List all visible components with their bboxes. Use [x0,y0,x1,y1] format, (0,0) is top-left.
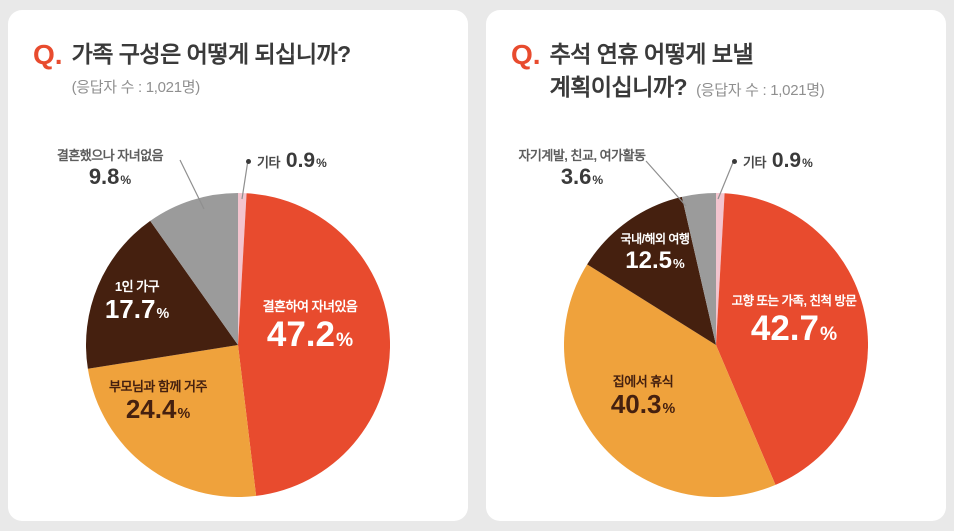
slice-value: 0.9% [772,149,813,173]
percent-sign: % [335,330,354,351]
slice-value: 12.5% [621,247,690,275]
slice-name: 고향 또는 가족, 친척 방문 [731,294,857,308]
slice-name: 기타 [257,155,280,170]
family-composition-chart-card: Q. 가족 구성은 어떻게 되십니까? (응답자 수 : 1,021명) 결혼했… [8,10,468,521]
slice-value-number: 12.5 [625,247,672,274]
chuseok-plans-chart-card: Q. 추석 연휴 어떻게 보낼 계획이십니까? (응답자 수 : 1,021명)… [486,10,946,521]
slice-callout-etc: 기타 0.9% [732,149,813,173]
slice-name: 집에서 휴식 [612,374,674,389]
percent-sign: % [802,156,813,170]
slice-value-number: 24.4 [125,394,177,424]
slice-value-number: 9.8 [88,164,120,189]
slice-value: 0.9% [286,149,327,173]
percent-sign: % [156,306,170,322]
slice-label-domestic-overseas-travel: 국내/해외 여행 12.5% [621,230,690,275]
slice-label-visit-hometown-family: 고향 또는 가족, 친척 방문 42.7% [732,290,857,349]
pie-slice-married-no-children [150,193,238,345]
slice-name: 1인 가구 [114,279,160,294]
q-prefix: Q. [511,39,541,70]
slice-value-number: 0.9 [771,149,802,172]
pie-slice-rest-at-home [564,264,776,497]
respondents-note: (응답자 수 : 1,021명) [696,82,825,99]
slice-name: 자기계발, 친교, 여가활동 [518,148,646,163]
percent-sign: % [177,406,191,422]
slice-value-number: 47.2 [266,315,335,354]
slice-label-married-with-children: 결혼하여 자녀있음 47.2% [263,296,358,355]
percent-sign: % [316,156,327,170]
pie-slice-etc [716,193,725,345]
pie-slice-domestic-overseas-travel [587,196,716,345]
slice-callout-married-no-children: 결혼했으나 자녀없음 9.8% [56,145,164,189]
pie-slice-visit-hometown-family-relatives [716,193,868,485]
slice-callout-self-development: 자기계발, 친교, 여가활동 3.6% [518,145,646,189]
callout-dot-icon [732,158,737,164]
slice-label-rest-at-home: 집에서 휴식 40.3% [611,371,675,420]
chart-header: Q. 가족 구성은 어떻게 되십니까? (응답자 수 : 1,021명) [33,38,351,104]
percent-sign: % [662,401,676,417]
pie-slice-single-person-household [86,220,238,369]
slice-value: 40.3% [610,389,676,420]
slice-value: 42.7% [732,309,857,349]
pie-slice-married-with-children [238,193,390,496]
percent-sign: % [120,173,132,187]
slice-value-number: 3.6 [560,164,592,189]
title-block: 추석 연휴 어떻게 보낼 계획이십니까? (응답자 수 : 1,021명) [550,38,825,107]
slice-value: 24.4% [109,394,207,425]
slice-name: 결혼하여 자녀있음 [262,299,358,314]
pie-slice-living-with-parents [87,345,257,497]
slice-callout-etc: 기타 0.9% [246,149,327,173]
slice-name: 결혼했으나 자녀없음 [56,148,164,163]
pie-slice-self-development-social-leisure [681,193,716,345]
callout-dot-icon [246,158,251,164]
slice-name: 국내/해외 여행 [620,232,690,246]
respondents-note: (응답자 수 : 1,021명) [71,79,201,96]
slice-value-number: 0.9 [285,149,316,172]
slice-value-number: 40.3 [610,389,662,419]
slice-label-single-person-household: 1인 가구 17.7% [105,276,169,325]
pie-chart-family-composition [86,193,390,497]
slice-value-number: 42.7 [750,309,819,348]
q-prefix: Q. [33,39,63,70]
chart-title-line2: 계획이십니까? [549,74,688,100]
slice-value: 47.2% [263,315,358,355]
title-block: 가족 구성은 어떻게 되십니까? (응답자 수 : 1,021명) [71,38,352,104]
slice-name: 부모님과 함께 거주 [109,379,207,394]
chart-title-line1: 추석 연휴 어떻게 보낼 [549,41,754,67]
percent-sign: % [672,256,685,271]
chart-title-line1: 가족 구성은 어떻게 되십니까? [71,41,352,67]
title-row2: (응답자 수 : 1,021명) [72,71,351,104]
slice-value: 9.8% [57,164,163,189]
chart-header: Q. 추석 연휴 어떻게 보낼 계획이십니까? (응답자 수 : 1,021명) [511,38,825,107]
slice-label-living-with-parents: 부모님과 함께 거주 24.4% [109,376,207,425]
title-row2: 계획이십니까? (응답자 수 : 1,021명) [550,71,825,107]
slice-value: 3.6% [518,164,645,189]
pie-slice-etc [238,193,247,345]
slice-value: 17.7% [104,294,170,325]
slice-name: 기타 [743,155,766,170]
percent-sign: % [820,324,838,345]
slice-value-number: 17.7 [104,294,156,324]
pie-chart-chuseok-plans [564,193,868,497]
percent-sign: % [592,173,604,187]
